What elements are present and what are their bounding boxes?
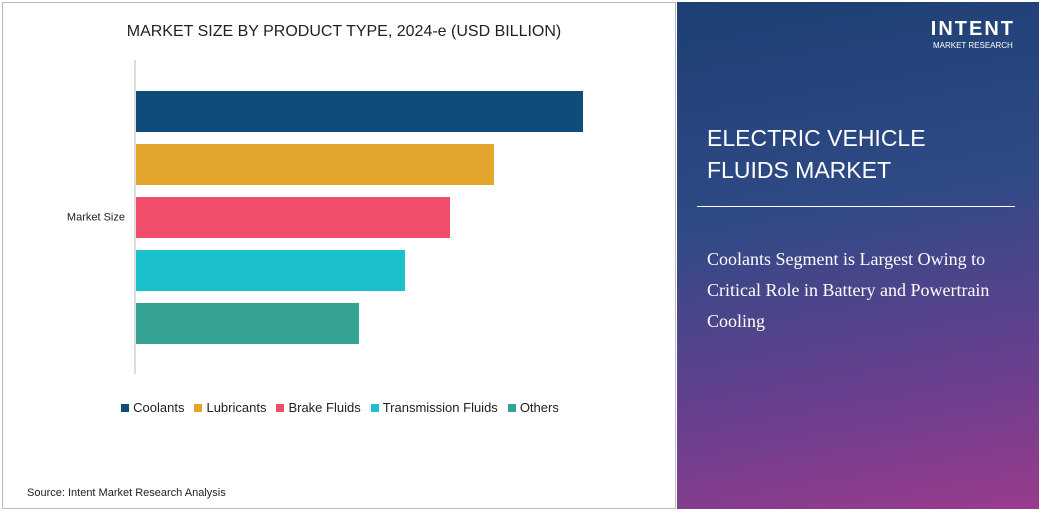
legend-label: Coolants bbox=[133, 400, 185, 415]
bar bbox=[136, 91, 583, 132]
heading: ELECTRIC VEHICLE FLUIDS MARKET bbox=[707, 125, 926, 183]
description: Coolants Segment is Largest Owing to Cri… bbox=[707, 249, 990, 331]
bar bbox=[136, 197, 450, 238]
legend-swatch bbox=[370, 404, 379, 412]
legend-item: Coolants bbox=[121, 400, 184, 415]
y-tick-label: Market Size bbox=[67, 211, 125, 223]
chart-panel: MARKET SIZE BY PRODUCT TYPE, 2024-e (USD… bbox=[2, 2, 676, 509]
legend-label: Transmission Fluids bbox=[382, 400, 498, 415]
legend-item: Lubricants bbox=[194, 400, 266, 415]
logo-subtext: MARKET RESEARCH bbox=[932, 41, 1013, 50]
divider bbox=[697, 206, 1015, 207]
legend-swatch bbox=[194, 404, 203, 412]
legend-swatch bbox=[507, 404, 516, 412]
bar bbox=[136, 303, 359, 344]
logo-text: INTENT bbox=[930, 18, 1015, 40]
chart: MARKET SIZE BY PRODUCT TYPE, 2024-e (USD… bbox=[67, 23, 583, 374]
chart-title: MARKET SIZE BY PRODUCT TYPE, 2024-e (USD… bbox=[127, 23, 562, 40]
legend-label: Brake Fluids bbox=[288, 400, 361, 415]
legend-label: Lubricants bbox=[206, 400, 267, 415]
bar bbox=[136, 144, 494, 185]
legend-item: Transmission Fluids bbox=[370, 400, 498, 415]
source: Source: Intent Market Research Analysis bbox=[27, 487, 226, 499]
bar bbox=[136, 250, 405, 291]
legend-swatch bbox=[121, 404, 130, 412]
logo: INTENT MARKET RESEARCH bbox=[931, 18, 1015, 50]
legend-label: Others bbox=[519, 400, 559, 415]
legend: Coolants Lubricants Brake Fluids Transmissi… bbox=[3, 400, 677, 415]
legend-swatch bbox=[276, 404, 285, 412]
legend-item: Others bbox=[507, 400, 559, 415]
info-panel: INTENT MARKET RESEARCH ELECTRIC VEHICLE … bbox=[677, 2, 1039, 509]
legend-item: Brake Fluids bbox=[276, 400, 361, 415]
